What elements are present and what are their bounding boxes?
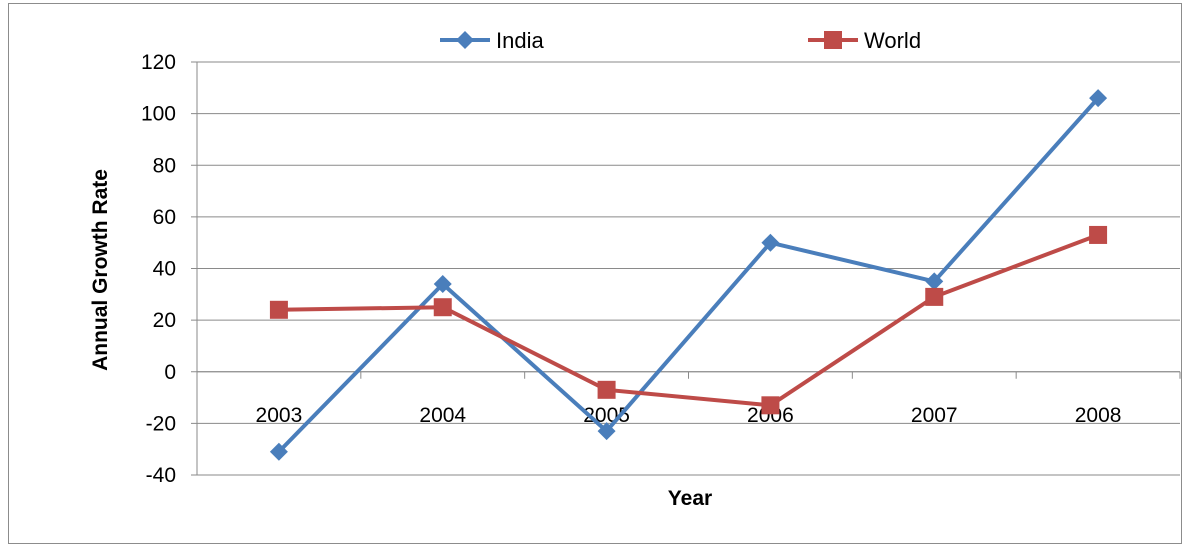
x-tick-labels: 2003 2004 2005 2006 2007 2008 <box>256 404 1122 427</box>
series-world <box>269 225 1108 415</box>
data-point-square <box>925 287 944 306</box>
data-point-diamond <box>597 422 616 441</box>
x-tick-label: 2007 <box>911 404 958 427</box>
data-point-diamond <box>761 233 780 252</box>
data-point-diamond <box>925 272 944 291</box>
data-point-square <box>433 298 452 317</box>
y-tick-label: 40 <box>153 258 176 281</box>
y-tick-label: -40 <box>146 464 176 487</box>
y-tick-label: 60 <box>153 206 176 229</box>
data-point-diamond <box>269 442 288 461</box>
data-point-square <box>1089 225 1108 244</box>
legend-marker-diamond <box>456 31 474 49</box>
x-tick-label: 2006 <box>747 404 794 427</box>
legend-label: India <box>496 28 544 53</box>
series-layer <box>269 89 1108 461</box>
data-point-square <box>597 380 616 399</box>
y-tick-label: 20 <box>153 309 176 332</box>
y-tick-labels: -40 -20 0 20 40 60 80 100 120 <box>141 51 176 487</box>
x-tick-label: 2003 <box>256 404 303 427</box>
y-tick-label: 120 <box>141 51 176 74</box>
series-line-world <box>278 233 1099 408</box>
axes <box>191 61 1181 476</box>
data-point-square <box>761 396 780 415</box>
y-axis-title: Annual Growth Rate <box>89 169 112 371</box>
legend-item-india: India <box>440 28 544 53</box>
data-point-diamond <box>1089 89 1108 108</box>
x-tick-label: 2008 <box>1075 404 1122 427</box>
data-point-diamond <box>433 274 452 293</box>
y-tick-label: 0 <box>164 361 176 384</box>
y-tick-label: 80 <box>153 154 176 177</box>
x-axis-title: Year <box>668 487 712 510</box>
x-tick-label: 2004 <box>419 404 466 427</box>
y-tick-label: -20 <box>146 412 176 435</box>
y-tick-label: 100 <box>141 103 176 126</box>
data-point-square <box>269 300 288 319</box>
legend: India World <box>440 28 921 53</box>
legend-marker-square <box>824 31 842 49</box>
series-line-india <box>277 96 1100 454</box>
legend-label: World <box>864 28 921 53</box>
series-india <box>269 89 1108 461</box>
chart-frame <box>8 3 1182 544</box>
legend-item-world: World <box>808 28 921 53</box>
gridlines <box>197 61 1180 476</box>
